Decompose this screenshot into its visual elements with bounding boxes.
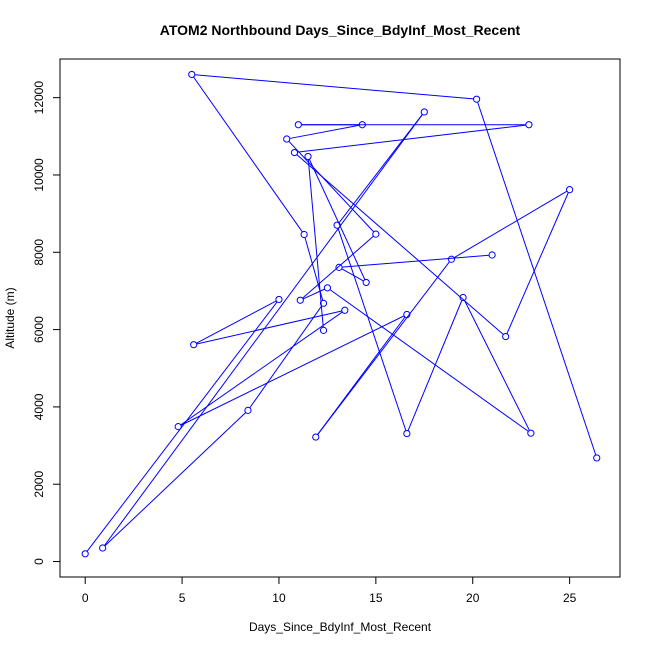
x-tick-label: 5 bbox=[179, 591, 186, 605]
y-tick-label: 4000 bbox=[32, 393, 46, 420]
data-point bbox=[566, 186, 574, 194]
data-point bbox=[188, 70, 196, 79]
series-1-segment bbox=[196, 310, 342, 345]
series-1-segment bbox=[477, 101, 597, 456]
data-point bbox=[362, 278, 370, 287]
series-2-segment bbox=[342, 254, 490, 268]
series-1-segment bbox=[249, 305, 323, 409]
data-point bbox=[174, 423, 182, 431]
series-1-segment bbox=[104, 412, 247, 547]
y-tick-label: 8000 bbox=[32, 239, 46, 266]
data-point bbox=[283, 135, 291, 143]
series-1-segment bbox=[196, 300, 277, 344]
series-1-segment bbox=[296, 154, 504, 335]
data-point bbox=[319, 326, 328, 334]
series-1-segment bbox=[407, 300, 463, 431]
data-point bbox=[593, 454, 601, 462]
data-point bbox=[323, 284, 332, 292]
series-2-segment bbox=[308, 159, 366, 280]
data-point bbox=[420, 108, 428, 116]
data-point bbox=[459, 293, 467, 302]
data-point bbox=[312, 433, 320, 441]
series-1-segment bbox=[194, 74, 474, 100]
x-tick-label: 20 bbox=[466, 591, 480, 605]
series-1-segment bbox=[463, 300, 530, 431]
series-1-segment bbox=[506, 192, 569, 334]
data-point bbox=[525, 121, 533, 129]
data-point bbox=[294, 121, 302, 129]
series-1-segment bbox=[453, 190, 568, 259]
y-tick-label: 6000 bbox=[32, 316, 46, 343]
data-point bbox=[372, 230, 380, 238]
series-1-segment bbox=[338, 114, 423, 224]
chart-title: ATOM2 Northbound Days_Since_BdyInf_Most_… bbox=[160, 22, 521, 38]
data-point bbox=[403, 429, 411, 438]
data-point bbox=[335, 263, 343, 271]
series-1-segment bbox=[302, 235, 374, 299]
data-point bbox=[447, 255, 456, 263]
x-axis: 0 5 10 15 20 25 bbox=[82, 577, 577, 605]
series-1-segment bbox=[193, 76, 303, 233]
data-point bbox=[296, 296, 304, 304]
data-point bbox=[473, 95, 481, 103]
data-point bbox=[300, 230, 308, 239]
data-point bbox=[527, 429, 535, 437]
series-1-segment bbox=[297, 124, 526, 153]
data-point bbox=[341, 306, 349, 314]
x-axis-label: Days_Since_BdyInf_Most_Recent bbox=[249, 620, 432, 634]
plot-frame bbox=[59, 58, 621, 578]
data-point bbox=[290, 148, 299, 157]
x-tick-label: 15 bbox=[369, 591, 383, 605]
series-1-segment bbox=[288, 140, 375, 233]
y-tick-label: 0 bbox=[32, 558, 46, 565]
data-point bbox=[319, 299, 328, 307]
series-1-segment bbox=[180, 315, 405, 426]
x-tick-label: 10 bbox=[272, 591, 286, 605]
y-tick-label: 2000 bbox=[32, 471, 46, 498]
series-2-segment bbox=[341, 268, 364, 282]
series-2-segment bbox=[307, 159, 324, 328]
y-axis-label: Altitude (m) bbox=[3, 287, 17, 348]
y-tick-label: 10000 bbox=[32, 158, 46, 192]
y-axis: 0 2000 4000 6000 8000 10000 12000 bbox=[32, 81, 60, 565]
data-point bbox=[304, 152, 312, 161]
plot-area bbox=[81, 70, 601, 558]
y-tick-label: 12000 bbox=[32, 81, 46, 115]
series-1-segment bbox=[104, 114, 423, 546]
data-point bbox=[358, 121, 366, 129]
data-point bbox=[190, 341, 198, 349]
data-point bbox=[99, 544, 107, 552]
data-point bbox=[488, 251, 496, 259]
data-point bbox=[244, 406, 252, 414]
series-1-segment bbox=[329, 289, 529, 432]
data-point bbox=[502, 332, 510, 341]
series-1-segment bbox=[289, 124, 360, 139]
x-tick-label: 25 bbox=[563, 591, 577, 605]
data-point bbox=[81, 550, 89, 558]
series-1-segment bbox=[86, 301, 278, 552]
series-1-segment bbox=[337, 228, 407, 431]
data-point bbox=[403, 310, 411, 319]
data-point bbox=[275, 295, 283, 304]
series-1-segment bbox=[302, 288, 325, 300]
series-1-segment bbox=[317, 261, 450, 435]
x-tick-label: 0 bbox=[82, 591, 89, 605]
